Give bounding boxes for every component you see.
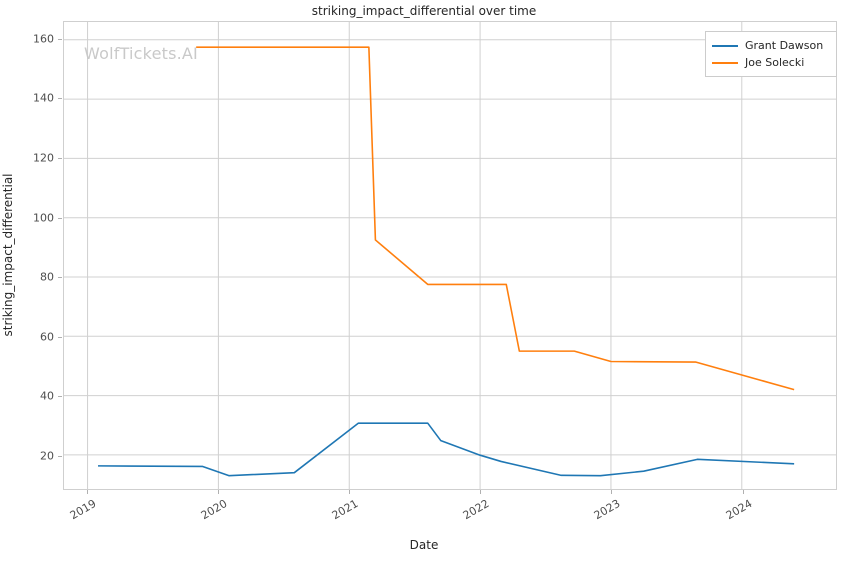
legend-item[interactable]: Joe Solecki <box>712 54 830 71</box>
x-tick-label: 2024 <box>723 497 755 523</box>
plot-area: WolfTickets.AI <box>63 21 837 490</box>
series-line <box>196 46 795 391</box>
x-tick-mark <box>742 490 744 494</box>
y-tick-mark <box>58 336 62 338</box>
y-tick-label: 100 <box>33 211 54 225</box>
grid-lines <box>64 22 836 489</box>
legend-color-swatch <box>712 61 738 64</box>
y-tick-mark <box>58 38 62 40</box>
y-axis-label: striking_impact_differential <box>1 173 15 337</box>
y-tick-label: 140 <box>33 91 54 105</box>
y-tick-mark <box>58 157 62 159</box>
y-tick-mark <box>58 396 62 398</box>
x-tick-mark <box>611 490 613 494</box>
legend-color-swatch <box>712 44 738 47</box>
legend-label: Grant Dawson <box>745 39 824 52</box>
x-tick-label: 2020 <box>198 497 230 523</box>
x-tick-mark <box>480 490 482 494</box>
legend-item[interactable]: Grant Dawson <box>712 37 830 54</box>
y-tick-label: 80 <box>40 270 54 284</box>
x-tick-mark <box>86 490 88 494</box>
x-tick-mark <box>217 490 219 494</box>
y-tick-label: 60 <box>40 330 54 344</box>
chart-title: striking_impact_differential over time <box>311 4 537 18</box>
x-tick-label: 2022 <box>460 497 492 523</box>
x-tick-mark <box>348 490 350 494</box>
series-line <box>98 422 795 477</box>
legend: Grant Dawson Joe Solecki <box>705 31 837 77</box>
y-tick-label: 160 <box>33 32 54 46</box>
x-tick-label: 2021 <box>329 497 361 523</box>
legend-label: Joe Solecki <box>745 56 805 69</box>
y-tick-mark <box>58 217 62 219</box>
y-tick-label: 40 <box>40 389 54 403</box>
y-tick-mark <box>58 98 62 100</box>
x-axis-label: Date <box>409 538 439 552</box>
x-tick-label: 2023 <box>592 497 623 523</box>
y-tick-label: 20 <box>40 449 54 463</box>
y-tick-mark <box>58 455 62 457</box>
x-tick-label: 2019 <box>67 497 99 523</box>
y-tick-label: 120 <box>33 151 54 165</box>
data-series <box>98 46 795 477</box>
y-tick-mark <box>58 277 62 279</box>
